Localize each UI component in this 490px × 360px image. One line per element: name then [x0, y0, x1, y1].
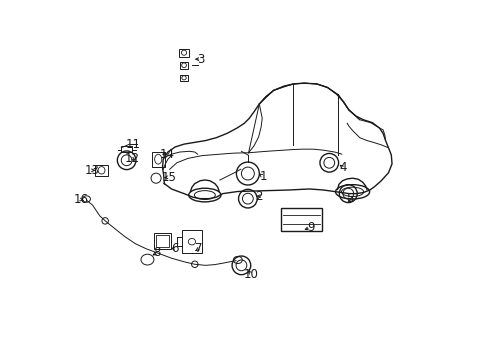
Bar — [122, 146, 132, 152]
Text: 16: 16 — [74, 193, 88, 206]
Bar — [181, 230, 202, 253]
Text: 5: 5 — [346, 192, 354, 205]
Text: 9: 9 — [307, 221, 315, 234]
Text: 13: 13 — [84, 164, 99, 177]
Bar — [153, 233, 172, 249]
Bar — [179, 49, 189, 57]
Bar — [152, 152, 165, 167]
Bar — [95, 165, 108, 176]
Bar — [156, 235, 170, 247]
Text: 12: 12 — [124, 152, 140, 165]
Text: 10: 10 — [244, 268, 259, 281]
Text: 14: 14 — [160, 148, 174, 161]
Bar — [180, 75, 188, 81]
Text: 11: 11 — [125, 138, 141, 150]
Text: 3: 3 — [197, 53, 205, 66]
Text: 7: 7 — [195, 242, 202, 255]
Text: 8: 8 — [153, 246, 161, 259]
Text: 2: 2 — [256, 190, 263, 203]
Bar — [180, 62, 188, 69]
Text: 1: 1 — [259, 170, 267, 183]
Text: 6: 6 — [172, 242, 179, 255]
Text: 4: 4 — [339, 161, 346, 174]
Bar — [281, 208, 322, 231]
Text: 15: 15 — [162, 171, 176, 184]
